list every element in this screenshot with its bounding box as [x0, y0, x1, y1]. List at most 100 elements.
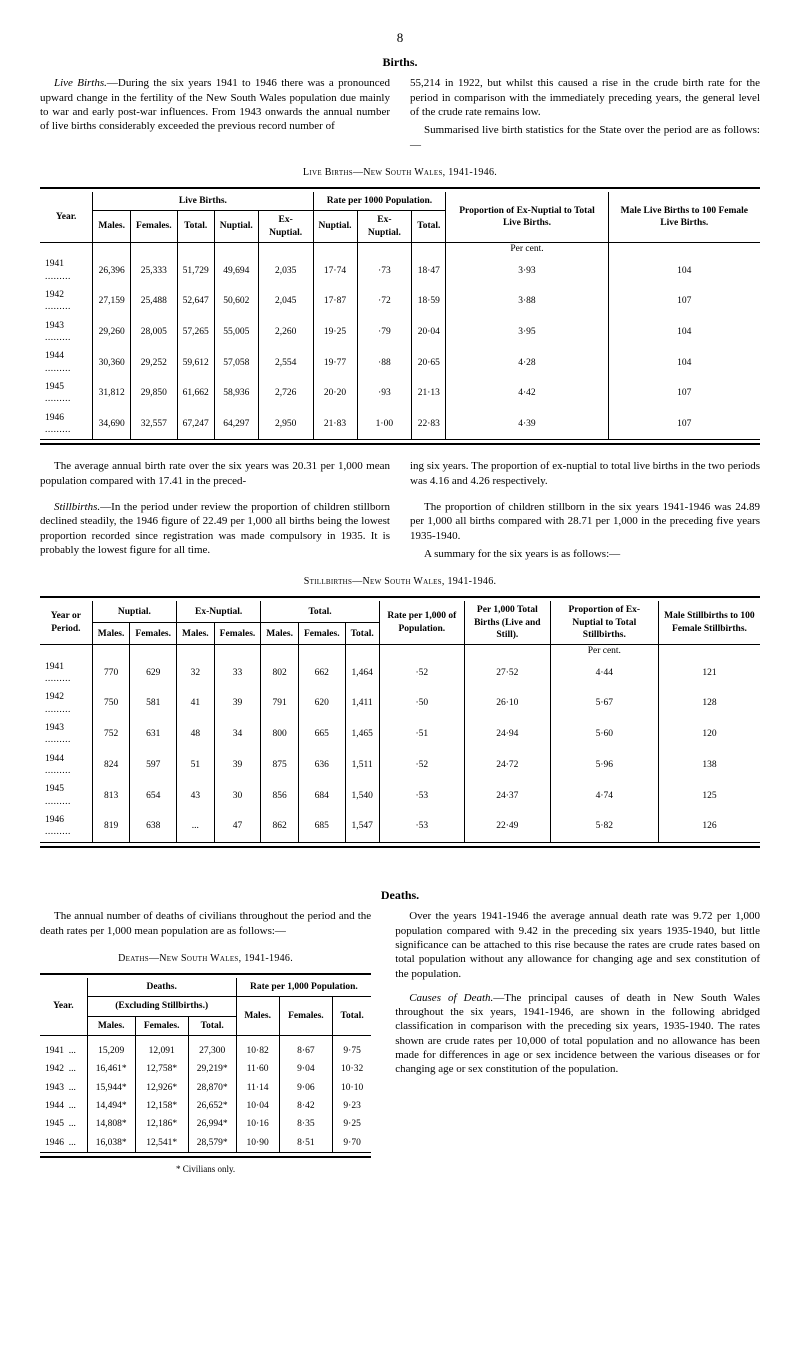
births-intro-left: Live Births.—During the six years 1941 t…: [40, 76, 390, 151]
t2-sh-tM: Males.: [261, 623, 299, 645]
cell-year: 1944: [40, 347, 93, 378]
deaths-left-col: The annual number of deaths of civilians…: [40, 909, 371, 1187]
mid-b-right: The proportion of children stillborn in …: [410, 500, 760, 561]
t2-h-nuptial: Nuptial.: [92, 601, 176, 622]
t3-sh-females: Females.: [135, 1016, 188, 1035]
cell: ·53: [379, 780, 464, 811]
deaths-table: Year. Deaths. Rate per 1,000 Population.…: [40, 973, 371, 1158]
cell: 17·74: [313, 255, 357, 286]
cell: ...: [177, 811, 215, 842]
cell: 2,035: [258, 255, 313, 286]
t1-sh-nuptial: Nuptial.: [214, 211, 258, 243]
t3-h-year: Year.: [40, 978, 87, 1036]
cell: 61,662: [177, 378, 214, 409]
cell: 126: [658, 811, 760, 842]
cell: 16,461*: [87, 1060, 135, 1078]
cell: 24·94: [464, 719, 550, 750]
t2-sh-eM: Males.: [177, 623, 215, 645]
table2-caption: Stillbirths—New South Wales, 1941-1946.: [40, 575, 760, 588]
cell: 8·35: [279, 1115, 332, 1133]
cell: 33: [214, 658, 261, 689]
cell: 770: [92, 658, 130, 689]
cell: 802: [261, 658, 299, 689]
table-row: 1941 ...15,20912,09127,30010·828·679·75: [40, 1042, 371, 1060]
table-row: 1946819638...478626851,547·5322·495·8212…: [40, 811, 760, 842]
cell: 26,994*: [188, 1115, 236, 1133]
cell: 15,209: [87, 1042, 135, 1060]
mid-b-right-p2: A summary for the six years is as follow…: [410, 547, 760, 561]
cell: 4·44: [550, 658, 658, 689]
t2-sh-tF: Females.: [298, 623, 345, 645]
cell: 55,005: [214, 317, 258, 348]
cell: 10·10: [333, 1079, 372, 1097]
cell-year: 1941 ...: [40, 1042, 87, 1060]
cell: 39: [214, 688, 261, 719]
cell: 684: [298, 780, 345, 811]
cell: 50,602: [214, 286, 258, 317]
t1-h-rate: Rate per 1000 Population.: [313, 192, 446, 211]
mid-a-right: ing six years. The proportion of ex-nupt…: [410, 459, 760, 488]
cell: 11·60: [236, 1060, 279, 1078]
cell: 18·47: [412, 255, 446, 286]
t1-sh-exnuptial2: Ex-Nuptial.: [357, 211, 412, 243]
cell: 57,058: [214, 347, 258, 378]
cell: 26,652*: [188, 1097, 236, 1115]
stillbirths-table: Year or Period. Nuptial. Ex-Nuptial. Tot…: [40, 596, 760, 848]
mid-block-a: The average annual birth rate over the s…: [40, 459, 760, 488]
table-row: 194482459751398756361,511·5224·725·96138: [40, 750, 760, 781]
t2-h-exnuptial: Ex-Nuptial.: [177, 601, 261, 622]
cell: 125: [658, 780, 760, 811]
t2-h-per1000: Per 1,000 Total Births (Live and Still).: [464, 601, 550, 645]
mid-b-left: Stillbirths.—In the period under review …: [40, 500, 390, 561]
cell: ·52: [379, 750, 464, 781]
cell: 27,159: [93, 286, 131, 317]
cell: 10·90: [236, 1134, 279, 1153]
cell: 28,579*: [188, 1134, 236, 1153]
t3-sh-males: Males.: [87, 1016, 135, 1035]
cell: 1,465: [345, 719, 379, 750]
cell: 636: [298, 750, 345, 781]
births-heading: Births.: [40, 55, 760, 71]
cell: 121: [658, 658, 760, 689]
cell: 654: [130, 780, 177, 811]
cell: 752: [92, 719, 130, 750]
cell: 10·16: [236, 1115, 279, 1133]
t3-sh-total: Total.: [188, 1016, 236, 1035]
t2-sh-nM: Males.: [92, 623, 130, 645]
cell-year: 1945: [40, 378, 93, 409]
cell: 875: [261, 750, 299, 781]
cell: 3·93: [446, 255, 608, 286]
cell: 59,612: [177, 347, 214, 378]
cell: 9·70: [333, 1134, 372, 1153]
cell: 3·88: [446, 286, 608, 317]
cell: 58,936: [214, 378, 258, 409]
cell: 43: [177, 780, 215, 811]
cell: 12,091: [135, 1042, 188, 1060]
cell: 862: [261, 811, 299, 842]
cell: 638: [130, 811, 177, 842]
cell: 27,300: [188, 1042, 236, 1060]
table1-caption: Live Births—New South Wales, 1941-1946.: [40, 166, 760, 179]
table-row: 194531,81229,85061,66258,9362,72620·20·9…: [40, 378, 760, 409]
cell: 107: [608, 286, 760, 317]
cell: 14,808*: [87, 1115, 135, 1133]
mid-b-right-p1: The proportion of children stillborn in …: [410, 500, 760, 543]
table-row: 1944 ...14,494*12,158*26,652*10·048·429·…: [40, 1097, 371, 1115]
cell: 15,944*: [87, 1079, 135, 1097]
cell: 52,647: [177, 286, 214, 317]
cell: 26,396: [93, 255, 131, 286]
table-row: 194126,39625,33351,72949,6942,03517·74·7…: [40, 255, 760, 286]
t1-sh-males: Males.: [93, 211, 131, 243]
cell: 665: [298, 719, 345, 750]
births-right-p1: 55,214 in 1922, but whilst this caused a…: [410, 76, 760, 119]
mid-block-b: Stillbirths.—In the period under review …: [40, 500, 760, 561]
cell: ·50: [379, 688, 464, 719]
cell: 17·87: [313, 286, 357, 317]
t1-h-prop: Proportion of Ex-Nuptial to Total Live B…: [446, 192, 608, 243]
t3-h-rate: Rate per 1,000 Population.: [236, 978, 371, 997]
cell: 2,045: [258, 286, 313, 317]
t3-h-rM: Males.: [236, 997, 279, 1036]
t2-h-year: Year or Period.: [40, 601, 92, 645]
t1-h-ratio: Male Live Births to 100 Female Live Birt…: [608, 192, 760, 243]
t3-h-deaths: Deaths.: [87, 978, 236, 997]
